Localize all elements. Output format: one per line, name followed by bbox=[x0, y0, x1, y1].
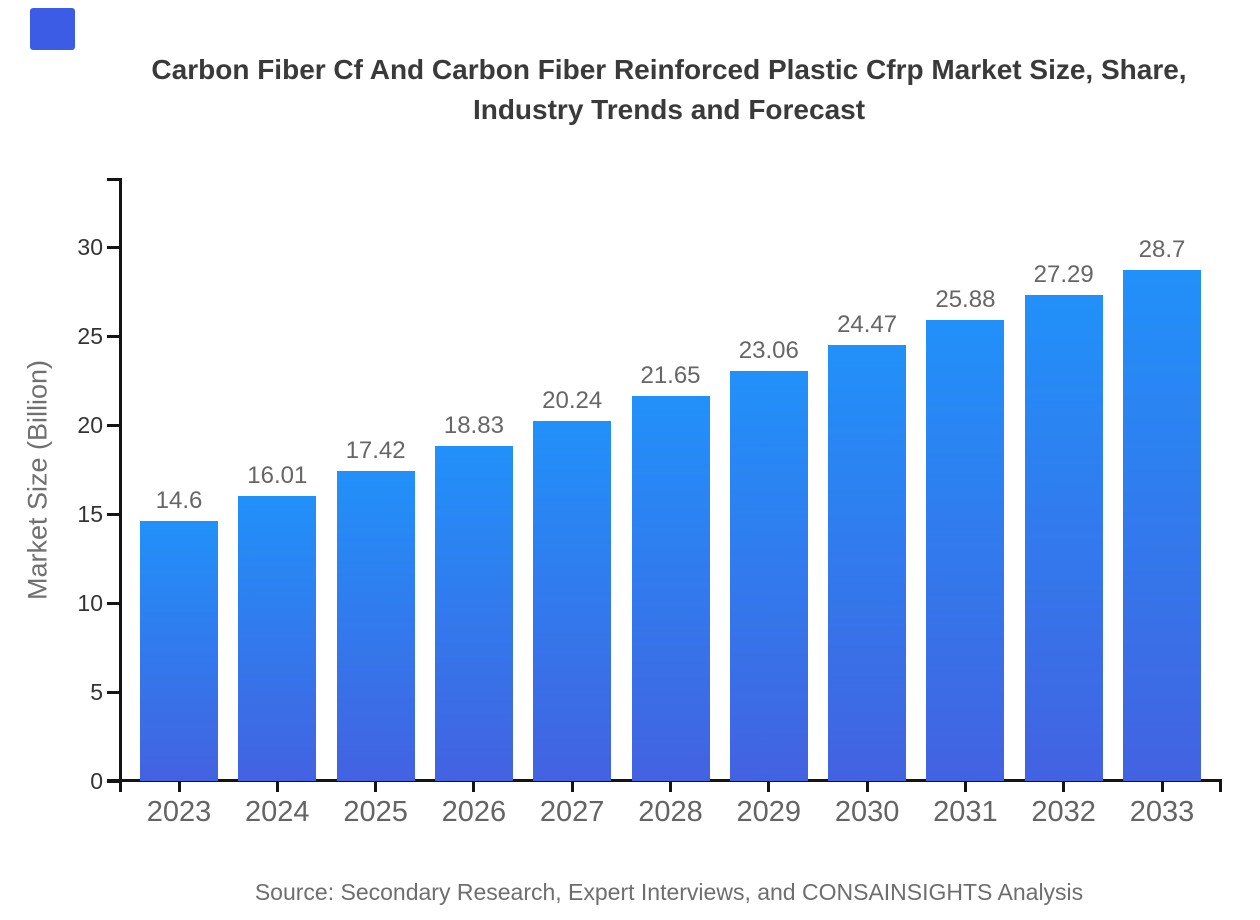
bar-value-label: 21.65 bbox=[640, 361, 701, 389]
y-tick-label: 15 bbox=[77, 501, 103, 527]
bar bbox=[926, 320, 1005, 781]
bar-value-label: 14.6 bbox=[155, 487, 203, 515]
bar bbox=[140, 521, 218, 781]
x-tick bbox=[669, 782, 672, 792]
x-tick-label: 2027 bbox=[539, 796, 605, 828]
x-axis-right-cap bbox=[1219, 781, 1222, 792]
chart-title-line2: Industry Trends and Forecast bbox=[472, 94, 866, 125]
x-tick-label: 2028 bbox=[638, 796, 703, 828]
x-tick bbox=[1160, 782, 1164, 792]
y-axis-line bbox=[119, 178, 122, 792]
x-tick bbox=[767, 782, 771, 792]
y-tick bbox=[107, 601, 119, 605]
x-tick-label: 2033 bbox=[1129, 796, 1195, 828]
bar bbox=[631, 395, 710, 781]
bar-value-label: 17.42 bbox=[345, 436, 406, 464]
bar-value-label: 27.29 bbox=[1033, 261, 1094, 289]
y-tick-label: 0 bbox=[90, 768, 103, 794]
x-tick bbox=[570, 782, 574, 792]
source-line: Source: Secondary Research, Expert Inter… bbox=[254, 879, 1084, 905]
x-tick bbox=[177, 782, 181, 792]
x-tick-label: 2024 bbox=[245, 796, 310, 828]
bar-value-label: 20.24 bbox=[542, 386, 603, 414]
bar-value-label: 25.88 bbox=[935, 286, 996, 314]
y-tick-label: 10 bbox=[77, 590, 103, 616]
x-tick-label: 2032 bbox=[1031, 796, 1096, 828]
x-tick bbox=[472, 782, 476, 792]
y-axis-title: Market Size (Billion) bbox=[22, 359, 53, 601]
x-tick bbox=[374, 782, 378, 792]
x-tick bbox=[963, 782, 967, 792]
y-tick-label: 25 bbox=[77, 323, 103, 349]
bar bbox=[434, 445, 513, 781]
x-tick-label: 2026 bbox=[441, 796, 507, 828]
bar bbox=[729, 370, 808, 781]
x-tick-label: 2023 bbox=[146, 796, 212, 828]
y-tick-label: 20 bbox=[77, 412, 103, 438]
bar-value-label: 18.83 bbox=[443, 411, 504, 439]
bar-value-label: 28.7 bbox=[1138, 236, 1186, 264]
y-tick-label: 5 bbox=[90, 679, 103, 705]
y-tick bbox=[107, 334, 119, 338]
bar-value-label: 23.06 bbox=[738, 336, 799, 364]
y-tick bbox=[107, 690, 119, 694]
bar bbox=[828, 345, 907, 781]
x-tick bbox=[275, 782, 279, 792]
y-tick bbox=[107, 779, 119, 783]
chart-title: Carbon Fiber Cf And Carbon Fiber Reinfor… bbox=[79, 50, 1259, 130]
logo-mark bbox=[30, 8, 75, 50]
y-tick bbox=[107, 423, 119, 427]
bar-value-label: 24.47 bbox=[837, 311, 898, 339]
x-tick-label: 2030 bbox=[834, 796, 900, 828]
y-tick-label: 30 bbox=[77, 234, 103, 260]
x-tick-label: 2029 bbox=[736, 796, 802, 828]
bar bbox=[336, 470, 415, 781]
y-axis-top-cap bbox=[107, 178, 122, 181]
x-tick-label: 2025 bbox=[343, 796, 408, 828]
bar-value-label: 16.01 bbox=[247, 462, 308, 490]
bar bbox=[533, 420, 612, 781]
y-tick bbox=[107, 512, 119, 516]
chart-title-line1: Carbon Fiber Cf And Carbon Fiber Reinfor… bbox=[151, 54, 1187, 85]
x-tick bbox=[865, 782, 869, 792]
x-tick-label: 2031 bbox=[933, 796, 998, 828]
bar bbox=[1024, 295, 1103, 781]
bar bbox=[238, 496, 317, 781]
y-tick bbox=[107, 245, 119, 249]
x-tick bbox=[1062, 782, 1066, 792]
bar bbox=[1123, 270, 1201, 781]
